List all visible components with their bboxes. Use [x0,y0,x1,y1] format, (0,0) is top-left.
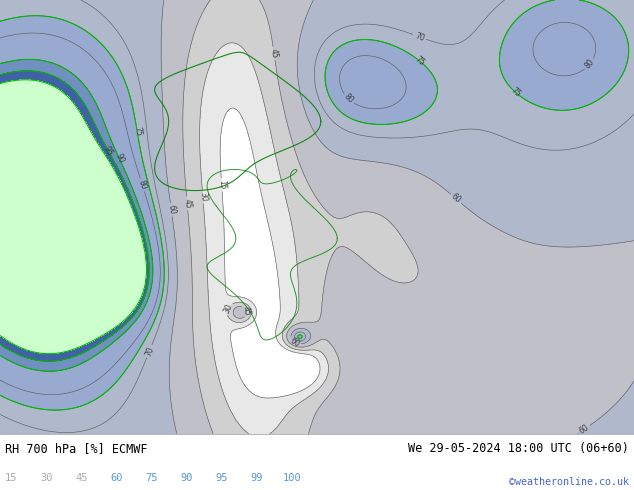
Text: 60: 60 [288,336,301,349]
Text: 95: 95 [102,145,115,157]
Text: 30: 30 [198,192,208,202]
Text: 99: 99 [250,473,263,483]
Text: 75: 75 [132,126,143,137]
Text: 45: 45 [269,48,279,59]
Text: 70: 70 [143,345,155,357]
Text: 45: 45 [182,198,192,208]
Text: 80: 80 [583,57,596,71]
Text: 60: 60 [578,423,591,436]
Text: 60: 60 [166,204,176,215]
Text: 90: 90 [113,152,126,165]
Text: 45: 45 [241,305,252,317]
Text: 100: 100 [282,473,301,483]
Text: 95: 95 [216,473,228,483]
Text: 75: 75 [145,473,158,483]
Text: 75: 75 [509,86,522,99]
Text: We 29-05-2024 18:00 UTC (06+60): We 29-05-2024 18:00 UTC (06+60) [408,442,629,455]
Text: 60: 60 [110,473,123,483]
Text: RH 700 hPa [%] ECMWF: RH 700 hPa [%] ECMWF [5,442,148,455]
Text: 45: 45 [75,473,87,483]
Text: ©weatheronline.co.uk: ©weatheronline.co.uk [509,477,629,487]
Text: 60: 60 [450,192,463,205]
Text: 80: 80 [136,179,148,191]
Text: 75: 75 [413,54,426,68]
Text: 30: 30 [222,302,234,315]
Text: 15: 15 [217,180,226,190]
Text: 80: 80 [342,92,355,105]
Text: 15: 15 [5,473,18,483]
Text: 90: 90 [180,473,193,483]
Text: 70: 70 [413,31,425,43]
Text: 30: 30 [40,473,53,483]
